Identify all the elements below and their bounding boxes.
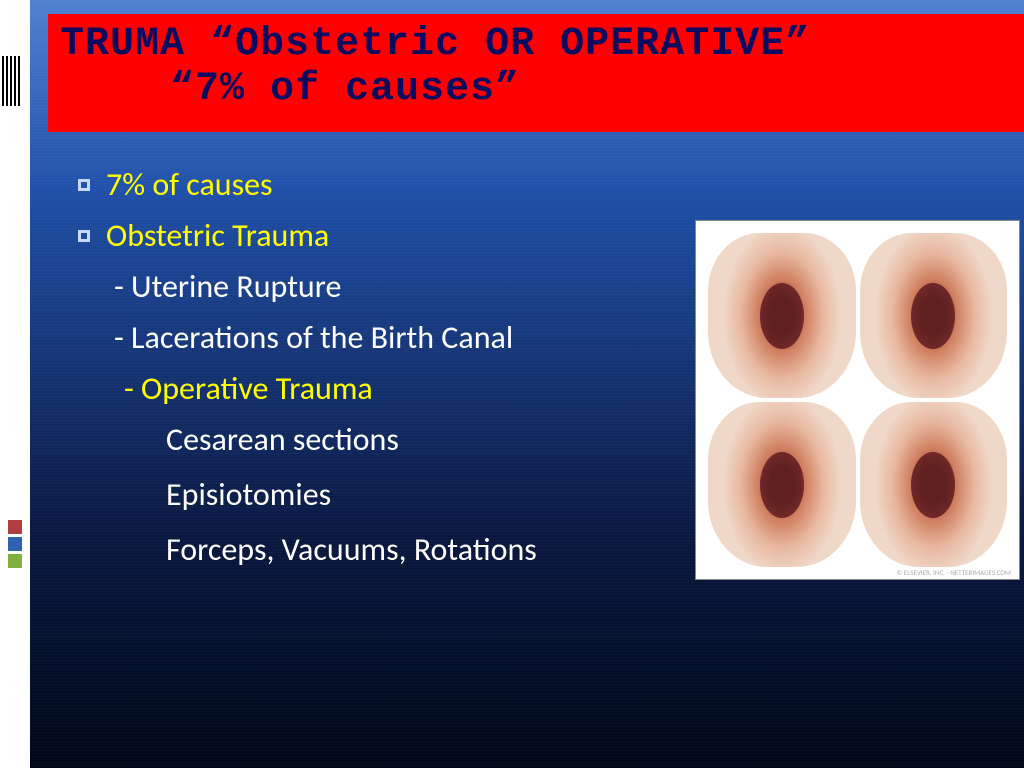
mark-blue <box>8 537 22 551</box>
title-line-1: TRUMA “Obstetric OR OPERATIVE” <box>60 22 1012 67</box>
sub-item-operative: - Operative Trauma <box>78 369 678 408</box>
medical-illustration: © ELSEVIER, INC. - NETTERIMAGES.COM <box>695 220 1020 580</box>
mark-red <box>8 520 22 534</box>
illust-panel-3 <box>708 402 856 567</box>
left-margin <box>0 0 30 768</box>
bullet-item-2: Obstetric Trauma <box>78 216 678 255</box>
illust-panel-4 <box>860 402 1008 567</box>
image-watermark: © ELSEVIER, INC. - NETTERIMAGES.COM <box>896 568 1011 577</box>
sub-op-2: Episiotomies <box>78 475 678 514</box>
sub-item-1: - Uterine Rupture <box>78 267 678 306</box>
mark-green <box>8 554 22 568</box>
slide-body: TRUMA “Obstetric OR OPERATIVE” “7% of ca… <box>30 0 1024 768</box>
bullet-icon <box>78 230 90 242</box>
bullet-item-1: 7% of causes <box>78 165 678 204</box>
bullet-text-1: 7% of causes <box>106 165 273 204</box>
title-line-2: “7% of causes” <box>60 67 1012 112</box>
illust-panel-2 <box>860 233 1008 398</box>
content-list: 7% of causes Obstetric Trauma - Uterine … <box>78 165 678 585</box>
illust-panel-1 <box>708 233 856 398</box>
sub-op-1: Cesarean sections <box>78 420 678 459</box>
color-marks <box>8 520 22 571</box>
title-bar: TRUMA “Obstetric OR OPERATIVE” “7% of ca… <box>48 14 1024 132</box>
sub-op-3: Forceps, Vacuums, Rotations <box>78 530 678 569</box>
bullet-text-2: Obstetric Trauma <box>106 216 329 255</box>
barcode-decoration <box>2 56 22 106</box>
sub-item-2: - Lacerations of the Birth Canal <box>78 318 678 357</box>
bullet-icon <box>78 179 90 191</box>
